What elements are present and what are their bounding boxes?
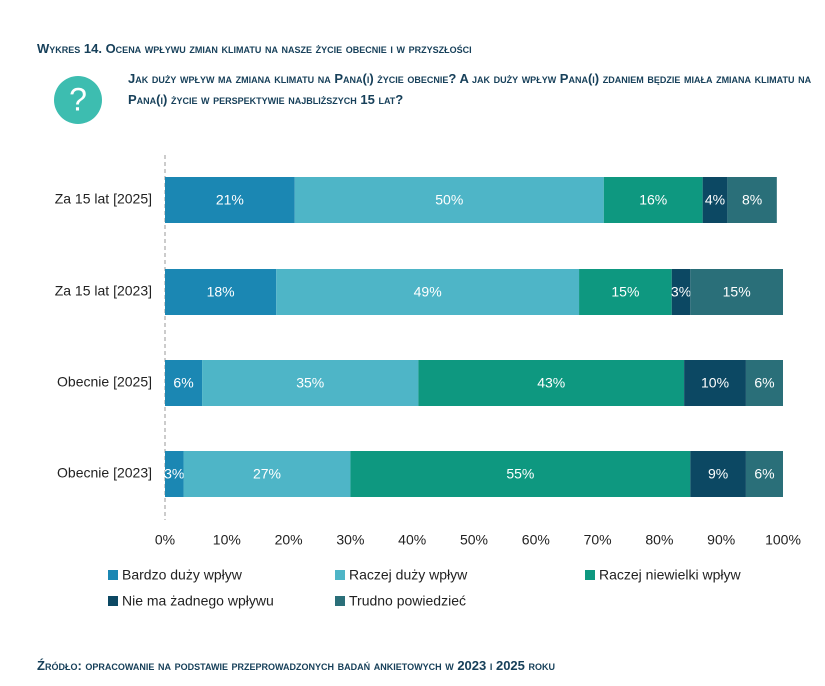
bar-segment — [690, 269, 783, 315]
x-tick-label: 60% — [522, 532, 550, 548]
data-label: 3% — [671, 284, 691, 300]
chart-title: Wykres 14. Ocena wpływu zmian klimatu na… — [37, 41, 472, 56]
source: Źródło: opracowanie na podstawie przepro… — [37, 658, 556, 673]
bar-segment — [579, 269, 672, 315]
x-tick-label: 70% — [584, 532, 612, 548]
data-label: 9% — [708, 466, 728, 482]
chart-subtitle: Jak duży wpływ ma zmiana klimatu na Pana… — [128, 71, 812, 107]
data-label: 3% — [164, 466, 184, 482]
bar-segment — [418, 360, 685, 406]
y-tick-label: Obecnie [2025] — [57, 374, 152, 390]
bar-segment — [603, 177, 703, 223]
bar-segment — [165, 360, 203, 406]
bar-segment — [702, 177, 728, 223]
bar-segment — [745, 451, 783, 497]
legend-label: Raczej niewielki wpływ — [599, 567, 741, 583]
data-label: 50% — [435, 192, 463, 208]
bar-segment — [165, 177, 295, 223]
data-label: 15% — [611, 284, 639, 300]
legend-swatch — [108, 570, 118, 580]
x-tick-label: 100% — [765, 532, 801, 548]
legend-swatch — [108, 596, 118, 606]
x-tick-label: 40% — [398, 532, 426, 548]
y-tick-label: Obecnie [2023] — [57, 465, 152, 481]
data-label: 21% — [216, 192, 244, 208]
legend-label: Raczej duży wpływ — [349, 567, 468, 583]
data-label: 8% — [742, 192, 762, 208]
question-mark: ? — [69, 81, 87, 117]
data-label: 18% — [207, 284, 235, 300]
data-label: 6% — [754, 466, 774, 482]
bar-segment — [276, 269, 580, 315]
data-label: 35% — [296, 375, 324, 391]
bar-segment — [165, 269, 277, 315]
x-tick-label: 20% — [275, 532, 303, 548]
bar-segment — [183, 451, 351, 497]
y-tick-label: Za 15 lat [2023] — [55, 283, 152, 299]
data-label: 4% — [705, 192, 725, 208]
y-tick-label: Za 15 lat [2025] — [55, 191, 152, 207]
data-label: 15% — [723, 284, 751, 300]
legend-swatch — [335, 570, 345, 580]
data-label: 27% — [253, 466, 281, 482]
bar-segment — [684, 360, 746, 406]
data-label: 43% — [537, 375, 565, 391]
x-tick-label: 0% — [155, 532, 175, 548]
legend-swatch — [585, 570, 595, 580]
data-label: 6% — [173, 375, 193, 391]
legend-swatch — [335, 596, 345, 606]
data-label: 10% — [701, 375, 729, 391]
legend-label: Trudno powiedzieć — [349, 593, 466, 609]
bar-segment — [202, 360, 419, 406]
bar-segment — [294, 177, 604, 223]
data-label: 49% — [414, 284, 442, 300]
bar-segment — [350, 451, 691, 497]
bar-segment — [671, 269, 691, 315]
question-icon — [54, 76, 102, 124]
legend-label: Nie ma żadnego wpływu — [122, 593, 274, 609]
x-tick-label: 10% — [213, 532, 241, 548]
data-label: 55% — [506, 466, 534, 482]
x-tick-label: 50% — [460, 532, 488, 548]
x-tick-label: 80% — [645, 532, 673, 548]
data-label: 6% — [754, 375, 774, 391]
x-tick-label: 30% — [336, 532, 364, 548]
bar-segment — [727, 177, 777, 223]
bar-segment — [690, 451, 746, 497]
legend-label: Bardzo duży wpływ — [122, 567, 243, 583]
x-tick-label: 90% — [707, 532, 735, 548]
bar-segment — [165, 451, 184, 497]
bar-segment — [745, 360, 783, 406]
data-label: 16% — [639, 192, 667, 208]
